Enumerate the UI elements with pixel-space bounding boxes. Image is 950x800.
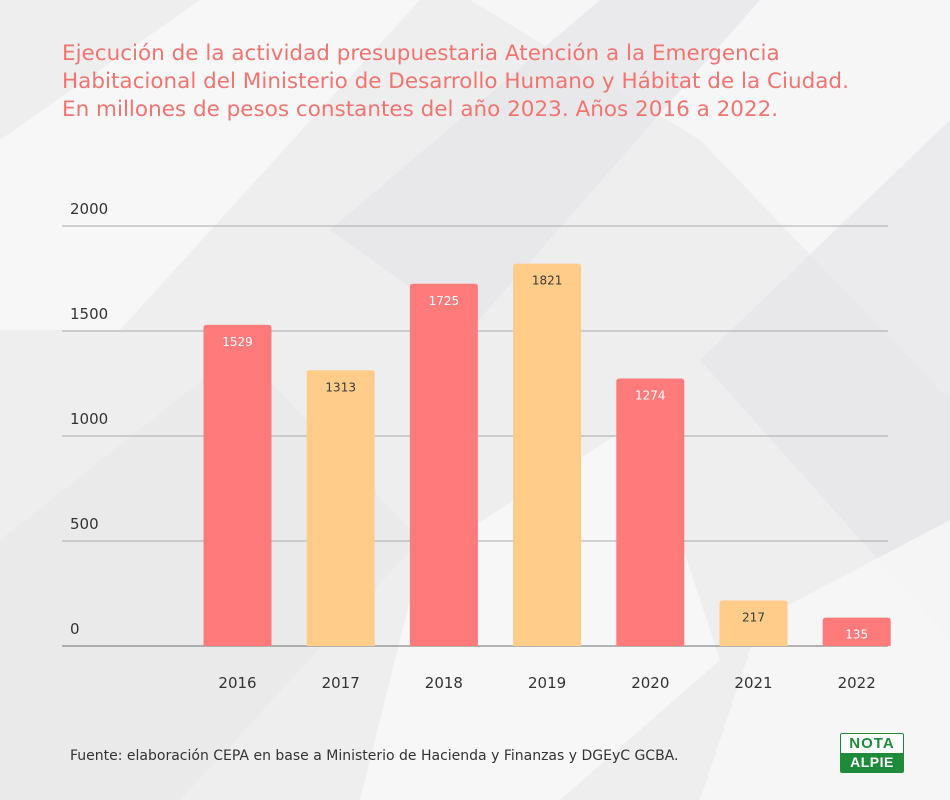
bar-value-label: 1274	[635, 388, 666, 402]
y-tick-label: 2000	[70, 200, 108, 218]
x-tick-label: 2021	[734, 674, 772, 692]
chart-title-line-2: Habitacional del Ministerio de Desarroll…	[62, 69, 849, 94]
source-note: Fuente: elaboración CEPA en base a Minis…	[70, 748, 679, 764]
chart-title: Ejecución de la actividad presupuestaria…	[62, 40, 902, 124]
y-tick-label: 500	[70, 515, 99, 533]
bar-2020	[616, 378, 685, 646]
bar-value-label: 1725	[429, 294, 460, 308]
bar-2017	[306, 370, 375, 646]
logo-text-top: NOTA	[849, 735, 895, 752]
bar-2022	[822, 617, 891, 646]
x-tick-label: 2019	[528, 674, 566, 692]
x-tick-label: 2020	[631, 674, 669, 692]
x-tick-label: 2022	[838, 674, 876, 692]
y-tick-label: 0	[70, 620, 80, 638]
x-tick-label: 2017	[322, 674, 360, 692]
bar-value-label: 1821	[532, 274, 563, 288]
chart-title-line-3: En millones de pesos constantes del año …	[62, 97, 779, 122]
x-tick-label: 2018	[425, 674, 463, 692]
logo-text-bottom: ALPIE	[841, 753, 903, 772]
bar-value-label: 1529	[222, 335, 253, 349]
bar-value-label: 135	[845, 628, 868, 642]
bar-2016	[203, 324, 272, 646]
nota-al-pie-logo: NOTA ALPIE	[840, 733, 904, 773]
bar-2019	[513, 263, 582, 646]
x-tick-label: 2016	[218, 674, 256, 692]
chart-title-line-1: Ejecución de la actividad presupuestaria…	[62, 41, 780, 66]
bar-value-label: 1313	[325, 380, 356, 394]
y-tick-label: 1500	[70, 305, 108, 323]
y-tick-label: 1000	[70, 410, 108, 428]
bar-value-label: 217	[742, 610, 765, 624]
bar-2021	[719, 600, 788, 646]
bar-2018	[409, 283, 478, 646]
